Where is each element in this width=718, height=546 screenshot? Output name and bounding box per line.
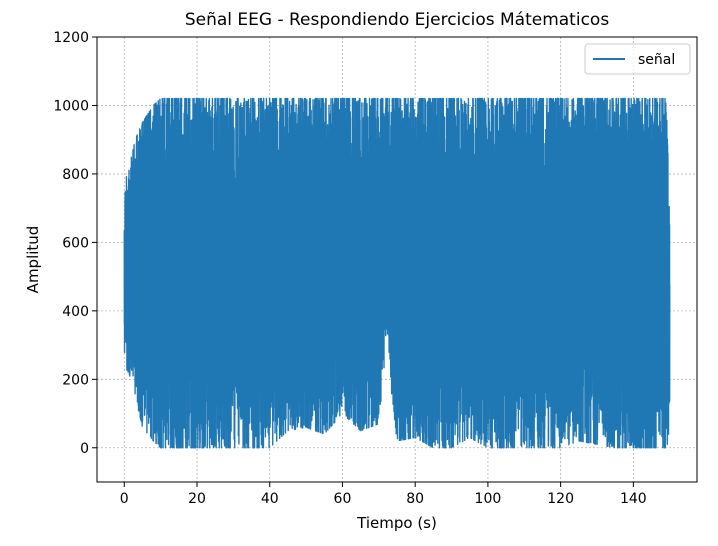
x-tick-label: 100	[475, 491, 502, 507]
y-tick-label: 400	[62, 304, 89, 320]
y-tick-label: 600	[62, 235, 89, 251]
x-tick-label: 80	[406, 491, 424, 507]
x-axis-label: Tiempo (s)	[356, 514, 437, 532]
plot-frame	[96, 36, 698, 483]
y-tick-label: 0	[80, 441, 89, 457]
y-axis-label: Amplitud	[24, 226, 42, 294]
x-tick-label: 140	[620, 491, 647, 507]
chart-title: Señal EEG - Respondiendo Ejercicios Máte…	[185, 10, 610, 30]
signal-line	[123, 97, 671, 449]
x-tick-label: 60	[334, 491, 352, 507]
y-tick-label: 1000	[53, 98, 89, 114]
y-axis-ticks: 0 200 400 600 800 1000 1200	[53, 30, 97, 457]
x-tick-label: 0	[120, 491, 129, 507]
y-tick-label: 800	[62, 167, 89, 183]
signal-series	[123, 97, 671, 449]
x-tick-label: 20	[188, 491, 206, 507]
legend-entry-label: señal	[638, 52, 675, 68]
y-tick-label: 1200	[53, 30, 89, 46]
x-axis-ticks: 0 20 40 60 80 100 120 140	[120, 482, 647, 507]
legend-box	[584, 43, 691, 75]
y-tick-label: 200	[62, 372, 89, 388]
x-tick-label: 40	[261, 491, 279, 507]
x-tick-label: 120	[547, 491, 574, 507]
legend: señal	[584, 43, 691, 75]
